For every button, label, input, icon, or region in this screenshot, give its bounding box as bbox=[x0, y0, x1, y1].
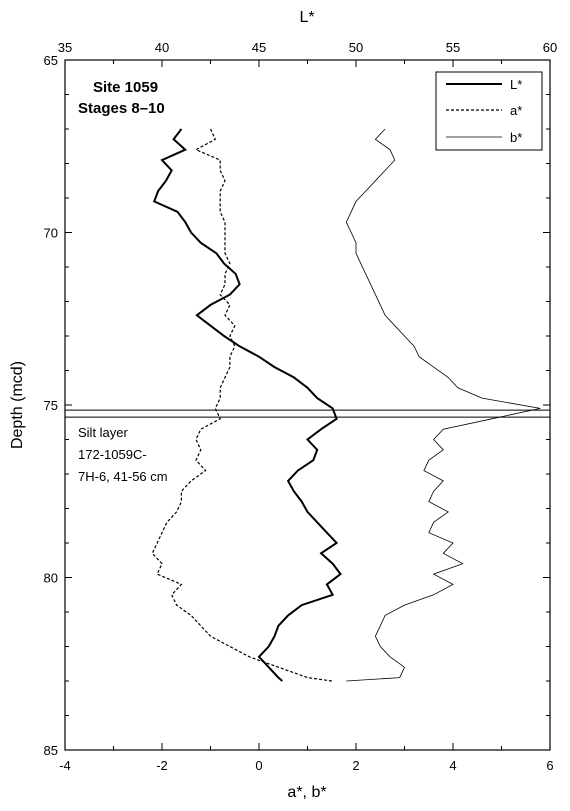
bottom-axis-ticks: -4 -2 0 2 4 6 bbox=[59, 743, 554, 773]
y-axis-ticks: 65 70 75 80 85 bbox=[44, 53, 550, 758]
top-tick-label: 50 bbox=[349, 40, 363, 55]
legend: L* a* b* bbox=[435, 71, 543, 151]
stages-label: Stages 8–10 bbox=[78, 100, 165, 117]
bottom-axis-title: a*, b* bbox=[287, 784, 326, 801]
y-tick-label: 65 bbox=[44, 53, 58, 68]
top-tick-label: 60 bbox=[543, 40, 557, 55]
silt-label-3: 7H-6, 41-56 cm bbox=[78, 469, 168, 484]
top-tick-label: 55 bbox=[446, 40, 460, 55]
bottom-tick-label: -4 bbox=[59, 758, 71, 773]
legend-label-l: L* bbox=[510, 77, 522, 92]
y-axis-title: Depth (mcd) bbox=[9, 361, 26, 449]
series-line-0 bbox=[152, 128, 342, 682]
top-axis-ticks: 35 40 45 50 55 60 bbox=[58, 40, 557, 67]
silt-label-1: Silt layer bbox=[78, 425, 129, 440]
y-tick-label: 80 bbox=[44, 571, 58, 586]
top-tick-label: 35 bbox=[58, 40, 72, 55]
top-tick-label: 40 bbox=[155, 40, 169, 55]
legend-label-b: b* bbox=[510, 130, 522, 145]
y-tick-label: 70 bbox=[44, 226, 58, 241]
series-line-2 bbox=[345, 128, 541, 682]
bottom-tick-label: 4 bbox=[449, 758, 456, 773]
bottom-tick-label: 0 bbox=[255, 758, 262, 773]
series-line-1 bbox=[151, 128, 332, 682]
top-axis-title: L* bbox=[299, 9, 314, 26]
top-tick-label: 45 bbox=[252, 40, 266, 55]
legend-label-a: a* bbox=[510, 103, 522, 118]
y-tick-label: 85 bbox=[44, 743, 58, 758]
bottom-tick-label: 2 bbox=[352, 758, 359, 773]
silt-layer-lines bbox=[65, 409, 550, 418]
bottom-tick-label: 6 bbox=[546, 758, 553, 773]
y-tick-label: 75 bbox=[44, 398, 58, 413]
series-lines bbox=[151, 128, 541, 682]
bottom-tick-label: -2 bbox=[156, 758, 168, 773]
site-label: Site 1059 bbox=[93, 79, 158, 96]
silt-label-2: 172-1059C- bbox=[78, 447, 147, 462]
plot-frame bbox=[64, 59, 551, 751]
